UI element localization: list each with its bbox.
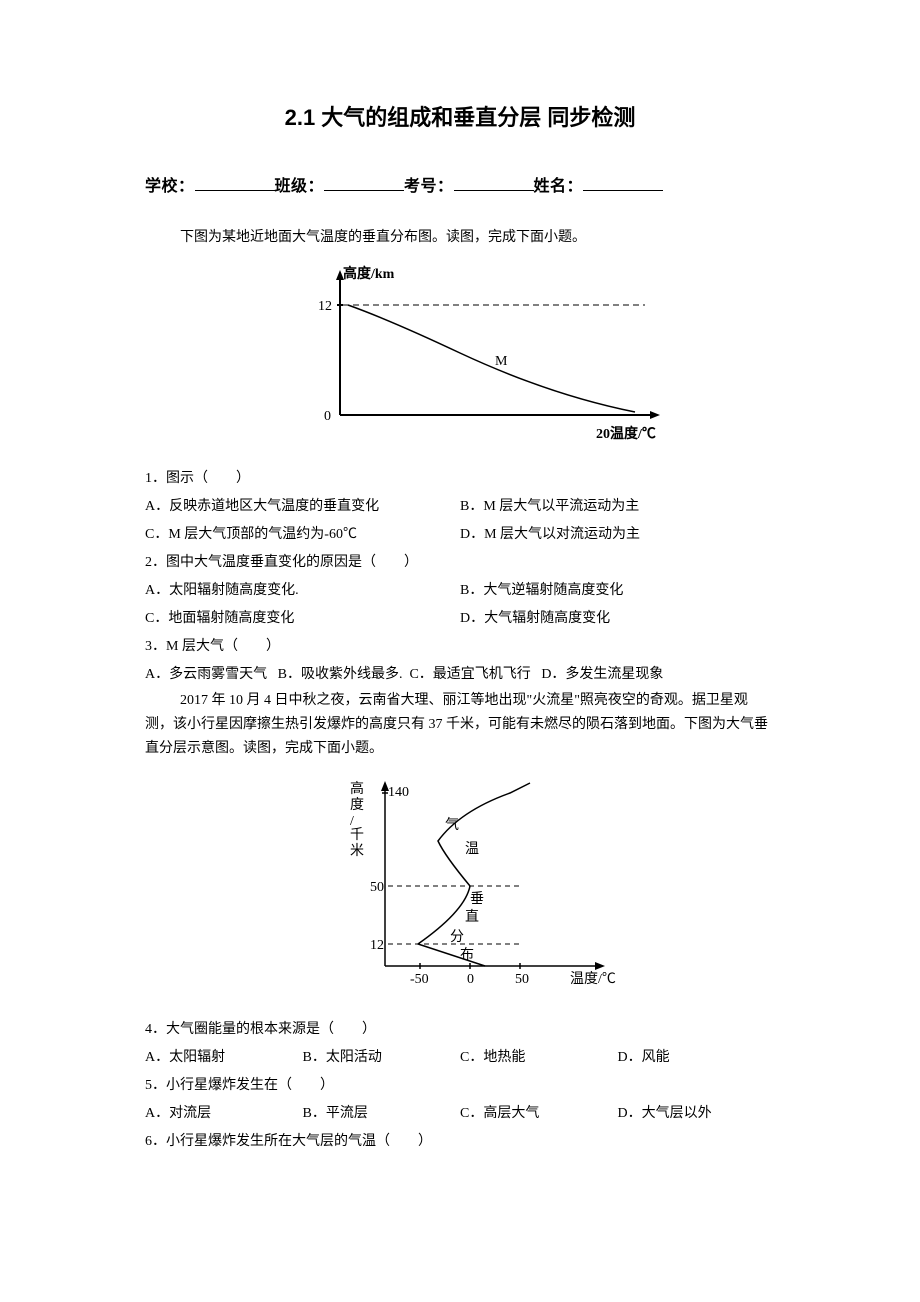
q2-opt-b: B．大气逆辐射随高度变化: [460, 577, 775, 605]
class-blank: [324, 177, 404, 191]
info-line: 学校： 班级： 考号： 姓名：: [145, 172, 775, 196]
name-label: 姓名：: [534, 178, 584, 195]
q3-opt-c: C．最适宜飞机飞行: [409, 667, 530, 682]
q3-opt-b: B．吸收紫外线最多.: [278, 667, 403, 682]
chart2-xtick-n50: -50: [410, 972, 429, 987]
school-label: 学校：: [145, 178, 195, 195]
q2-stem: 2．图中大气温度垂直变化的原因是（ ）: [145, 549, 775, 577]
q4-stem: 4．大气圈能量的根本来源是（ ）: [145, 1016, 775, 1044]
q3-opt-d: D．多发生流星现象: [541, 667, 663, 682]
chart2-ytick-140: 140: [388, 785, 409, 800]
chart1-ytick-0: 0: [324, 409, 331, 424]
q4-options: A．太阳辐射 B．太阳活动 C．地热能 D．风能: [145, 1044, 775, 1072]
chart2-y-label-4: 千: [350, 827, 364, 843]
q3-opt-a: A．多云雨雾雪天气: [145, 667, 267, 682]
chart2-ytick-50: 50: [370, 880, 384, 895]
q2-opt-c: C．地面辐射随高度变化: [145, 605, 460, 633]
chart2-curve-label-6: 布: [460, 947, 474, 963]
q5-opt-d: D．大气层以外: [618, 1100, 776, 1128]
chart1-m-label: M: [495, 354, 508, 369]
paragraph-2: 2017 年 10 月 4 日中秋之夜，云南省大理、丽江等地出现"火流星"照亮夜…: [145, 689, 775, 761]
chart2-ytick-12: 12: [370, 938, 384, 953]
q6-stem: 6．小行星爆炸发生所在大气层的气温（ ）: [145, 1128, 775, 1156]
q4-opt-c: C．地热能: [460, 1044, 618, 1072]
q2-opt-d: D．大气辐射随高度变化: [460, 605, 775, 633]
q1-opt-b: B．M 层大气以平流运动为主: [460, 493, 775, 521]
class-label: 班级：: [275, 178, 325, 195]
q1-opt-a: A．反映赤道地区大气温度的垂直变化: [145, 493, 460, 521]
q5-options: A．对流层 B．平流层 C．高层大气 D．大气层以外: [145, 1100, 775, 1128]
q3-stem: 3．M 层大气（ ）: [145, 633, 775, 661]
q2-opt-a: A．太阳辐射随高度变化.: [145, 577, 460, 605]
chart2-y-label-5: 米: [350, 843, 364, 859]
q4-opt-a: A．太阳辐射: [145, 1044, 303, 1072]
q5-opt-c: C．高层大气: [460, 1100, 618, 1128]
q4-opt-b: B．太阳活动: [303, 1044, 461, 1072]
temperature-altitude-chart-2: 高 度 / 千 米 140 50 12 -50 0 50 温度/℃ 气 温 垂 …: [270, 771, 650, 1001]
paragraph-1: 下图为某地近地面大气温度的垂直分布图。读图，完成下面小题。: [145, 226, 775, 250]
q1-options-row2: C．M 层大气顶部的气温约为-60℃ D．M 层大气以对流运动为主: [145, 521, 775, 549]
chart1-y-label: 高度/km: [343, 265, 395, 282]
q1-opt-c: C．M 层大气顶部的气温约为-60℃: [145, 521, 460, 549]
chart1-ytick-12: 12: [318, 299, 332, 314]
chart2-y-label-3: /: [350, 814, 354, 829]
school-blank: [195, 177, 275, 191]
chart-1: 高度/km 12 0 M 20温度/℃: [145, 260, 775, 455]
chart2-curve-label-4: 直: [465, 908, 479, 925]
q5-opt-b: B．平流层: [303, 1100, 461, 1128]
chart2-curve-label-3: 垂: [470, 891, 484, 907]
temperature-altitude-chart-1: 高度/km 12 0 M 20温度/℃: [240, 260, 680, 450]
q1-stem: 1．图示（ ）: [145, 465, 775, 493]
chart2-x-label: 温度/℃: [570, 971, 616, 987]
chart2-xtick-0: 0: [467, 972, 474, 987]
chart2-curve-label-1: 气: [445, 817, 459, 833]
name-blank: [583, 177, 663, 191]
q3-options: A．多云雨雾雪天气 B．吸收紫外线最多. C．最适宜飞机飞行 D．多发生流星现象: [145, 661, 775, 689]
q1-options-row1: A．反映赤道地区大气温度的垂直变化 B．M 层大气以平流运动为主: [145, 493, 775, 521]
examno-label: 考号：: [404, 178, 454, 195]
q4-opt-d: D．风能: [618, 1044, 776, 1072]
chart-2: 高 度 / 千 米 140 50 12 -50 0 50 温度/℃ 气 温 垂 …: [145, 771, 775, 1006]
q5-stem: 5．小行星爆炸发生在（ ）: [145, 1072, 775, 1100]
chart1-x-label: 20温度/℃: [596, 425, 656, 442]
q2-options-row1: A．太阳辐射随高度变化. B．大气逆辐射随高度变化: [145, 577, 775, 605]
examno-blank: [454, 177, 534, 191]
q2-options-row2: C．地面辐射随高度变化 D．大气辐射随高度变化: [145, 605, 775, 633]
chart2-curve-label-5: 分: [450, 929, 464, 945]
document-title: 2.1 大气的组成和垂直分层 同步检测: [145, 100, 775, 132]
q1-opt-d: D．M 层大气以对流运动为主: [460, 521, 775, 549]
chart2-curve-label-2: 温: [465, 841, 479, 857]
chart2-y-label-2: 度: [350, 797, 364, 813]
chart2-y-label-1: 高: [350, 780, 364, 797]
q5-opt-a: A．对流层: [145, 1100, 303, 1128]
chart2-xtick-50: 50: [515, 972, 529, 987]
